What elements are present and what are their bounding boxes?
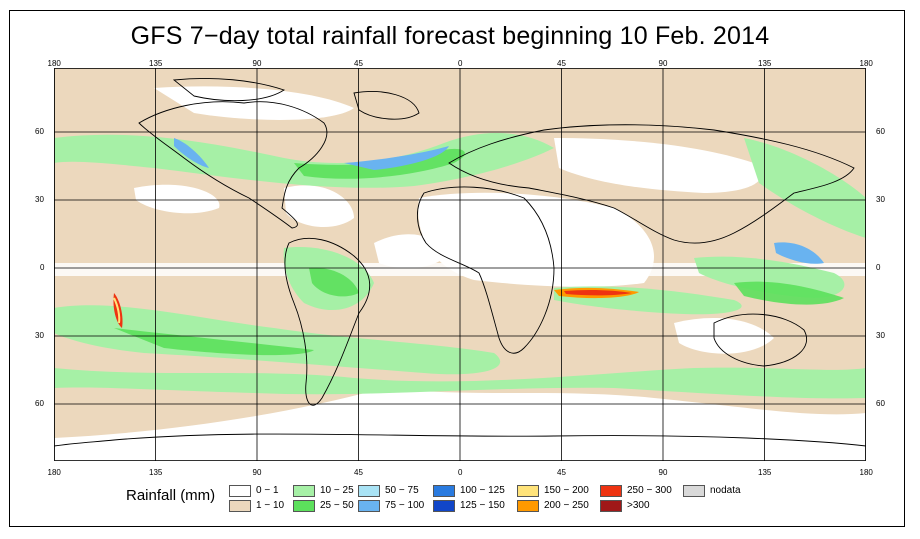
lat-tick-label: 30 — [876, 331, 885, 340]
lon-tick-label: 180 — [859, 59, 873, 68]
rainfall-map — [54, 68, 866, 461]
legend-title: Rainfall (mm) — [126, 487, 216, 504]
legend-swatch — [358, 485, 380, 497]
coastlines — [54, 78, 866, 447]
lon-tick-label: 90 — [252, 468, 262, 477]
legend-label: 10 − 25 — [320, 485, 354, 496]
legend-label: 200 − 250 — [544, 500, 589, 511]
lon-tick-label: 90 — [658, 468, 668, 477]
legend-swatch — [517, 485, 539, 497]
lon-tick-label: 135 — [149, 59, 163, 68]
rain-hotspots — [113, 287, 639, 328]
lon-tick-label: 180 — [859, 468, 873, 477]
legend-label: 0 − 1 — [256, 485, 279, 496]
lon-tick-label: 90 — [252, 59, 262, 68]
lat-tick-label: 30 — [35, 195, 44, 204]
lon-tick-label: 135 — [758, 468, 772, 477]
legend-swatch — [293, 500, 315, 512]
legend-label: 25 − 50 — [320, 500, 354, 511]
legend-swatch — [229, 500, 251, 512]
legend-label: 50 − 75 — [385, 485, 419, 496]
legend-swatch — [229, 485, 251, 497]
lon-tick-label: 180 — [47, 468, 61, 477]
legend-label: 1 − 10 — [256, 500, 285, 511]
legend-swatch — [433, 485, 455, 497]
legend-label: 150 − 200 — [544, 485, 589, 496]
lon-tick-label: 90 — [658, 59, 668, 68]
lat-tick-label: 0 — [876, 263, 881, 272]
rain-50-100 — [174, 138, 824, 264]
lat-tick-label: 60 — [876, 127, 885, 136]
legend-swatch — [683, 485, 705, 497]
legend-swatch — [293, 485, 315, 497]
lat-tick-label: 60 — [876, 399, 885, 408]
legend-label: nodata — [710, 485, 741, 496]
figure-frame — [9, 10, 905, 527]
lon-tick-label: 45 — [557, 59, 566, 68]
legend-swatch — [358, 500, 380, 512]
lon-tick-label: 135 — [758, 59, 772, 68]
lat-tick-label: 60 — [35, 127, 44, 136]
legend-swatch — [600, 485, 622, 497]
legend-swatch — [517, 500, 539, 512]
lat-tick-label: 60 — [35, 399, 44, 408]
map-title: GFS 7−day total rainfall forecast beginn… — [130, 22, 770, 50]
lat-tick-label: 30 — [35, 331, 44, 340]
lon-tick-label: 0 — [458, 468, 463, 477]
legend-label: 125 − 150 — [460, 500, 505, 511]
lon-tick-label: 0 — [458, 59, 463, 68]
legend-label: 250 − 300 — [627, 485, 672, 496]
legend-label: >300 — [627, 500, 650, 511]
lat-tick-label: 30 — [876, 195, 885, 204]
legend-swatch — [600, 500, 622, 512]
lon-tick-label: 180 — [47, 59, 61, 68]
lon-tick-label: 45 — [557, 468, 566, 477]
legend-swatch — [433, 500, 455, 512]
map-grid — [54, 68, 866, 461]
lat-tick-label: 0 — [40, 263, 45, 272]
lon-tick-label: 45 — [354, 59, 363, 68]
map-border — [54, 68, 866, 461]
lon-tick-label: 45 — [354, 468, 363, 477]
lon-tick-label: 135 — [149, 468, 163, 477]
legend-label: 75 − 100 — [385, 500, 425, 511]
legend-label: 100 − 125 — [460, 485, 505, 496]
